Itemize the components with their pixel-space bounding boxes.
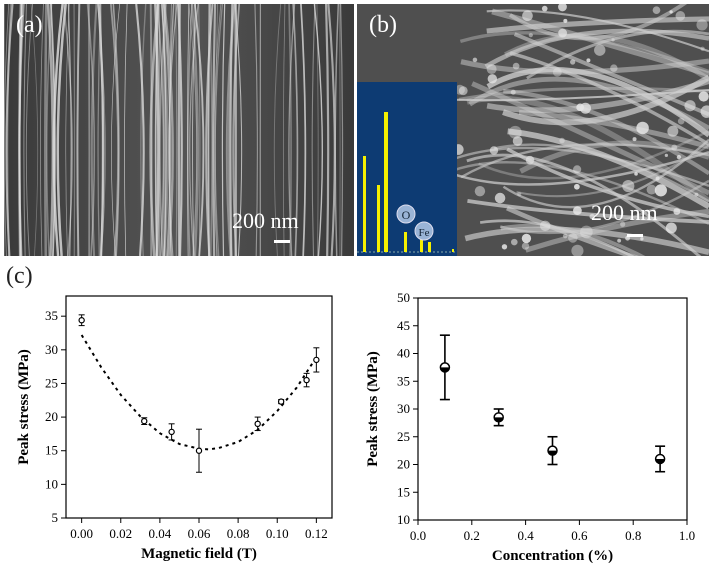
y-tick-label: 10	[45, 476, 58, 491]
data-point	[168, 428, 175, 436]
plot-frame	[417, 297, 688, 521]
scale-bar-label-a: 200 nm	[232, 208, 299, 233]
y-tick-label: 50	[397, 290, 410, 305]
plot-frame	[65, 295, 333, 519]
x-tick-label: 0.04	[149, 526, 172, 541]
eds-peak	[377, 185, 380, 252]
sem-image-aligned-fibers	[4, 4, 354, 256]
eds-spectrum-inset: O Fe	[357, 82, 457, 256]
chart-peak-stress-vs-magnetic-field: 0.00 0.02 0.04 0.06 0.08 0.10 0.12 5 10 15 20 25 30 3…	[16, 295, 333, 562]
x-tick-label: 0.12	[305, 526, 328, 541]
data-point	[254, 420, 261, 428]
y-tick-label: 45	[397, 318, 410, 333]
x-tick-label: 0.2	[464, 528, 480, 543]
y-tick-label: 35	[45, 308, 58, 323]
y-tick-label: 40	[397, 346, 410, 361]
sem-image-coated-fibers	[357, 4, 709, 256]
y-axis-label: Peak stress (MPa)	[16, 349, 32, 465]
eds-peak	[420, 237, 423, 252]
data-point	[303, 376, 310, 384]
data-point	[78, 317, 85, 324]
data-point	[195, 447, 203, 454]
chart-peak-stress-vs-concentration: 0.0 0.2 0.4 0.6 0.8 1.0 10 15 20 25 30 35 40 45 50 Conc…	[365, 290, 695, 564]
y-tick-label: 10	[397, 512, 410, 527]
data-point	[277, 398, 285, 405]
fit-curve	[80, 334, 318, 451]
y-tick-label: 30	[397, 401, 410, 416]
eds-peak	[384, 112, 388, 252]
scale-bar-label-b: 200 nm	[591, 200, 658, 225]
x-tick-label: 0.10	[266, 526, 289, 541]
y-tick-label: 25	[45, 375, 58, 390]
sem-image-panel-b: (b) O Fe 200 nm	[357, 4, 709, 256]
x-tick-label: 0.0	[410, 528, 426, 543]
data-point-fill	[655, 458, 665, 464]
y-tick-label: 20	[397, 457, 410, 472]
eds-peak	[404, 232, 407, 252]
data-point	[313, 356, 320, 364]
x-tick-label: 0.08	[227, 526, 250, 541]
eds-peak	[428, 242, 431, 252]
x-tick-label: 0.6	[571, 528, 588, 543]
scale-bar-b	[627, 234, 643, 237]
data-point	[141, 417, 148, 425]
panel-label-c: (c)	[6, 263, 33, 289]
y-axis-label: Peak stress (MPa)	[365, 351, 381, 467]
eds-label-fe: Fe	[419, 227, 430, 239]
scale-bar-a	[274, 240, 290, 243]
panel-label-a: (a)	[16, 12, 43, 38]
eds-marker-fe	[414, 221, 434, 241]
data-point-fill	[440, 367, 450, 372]
data-point-fill	[494, 417, 504, 422]
x-axis-label: Magnetic field (T)	[141, 546, 257, 562]
eds-label-o: O	[402, 208, 411, 222]
y-tick-label: 15	[45, 443, 58, 458]
y-tick-label: 30	[45, 342, 58, 357]
data-point-fill	[548, 450, 557, 456]
panel-label-b: (b)	[369, 12, 397, 38]
x-tick-label: 0.00	[70, 526, 93, 541]
x-tick-label: 1.0	[679, 528, 695, 543]
eds-peak	[452, 249, 454, 252]
y-tick-label: 15	[397, 484, 410, 499]
x-tick-label: 0.4	[517, 528, 534, 543]
y-tick-label: 5	[52, 510, 59, 525]
x-axis-label: Concentration (%)	[492, 548, 613, 564]
sem-image-panel-a: (a) 200 nm	[4, 4, 354, 256]
y-tick-label: 20	[45, 409, 58, 424]
eds-peak	[363, 156, 366, 252]
eds-marker-o	[396, 204, 416, 224]
y-tick-label: 35	[397, 373, 410, 388]
x-tick-label: 0.02	[109, 526, 132, 541]
x-tick-label: 0.06	[188, 526, 211, 541]
x-tick-label: 0.8	[625, 528, 641, 543]
y-tick-label: 25	[397, 429, 410, 444]
eds-spectrum-chart: O Fe	[357, 112, 457, 253]
